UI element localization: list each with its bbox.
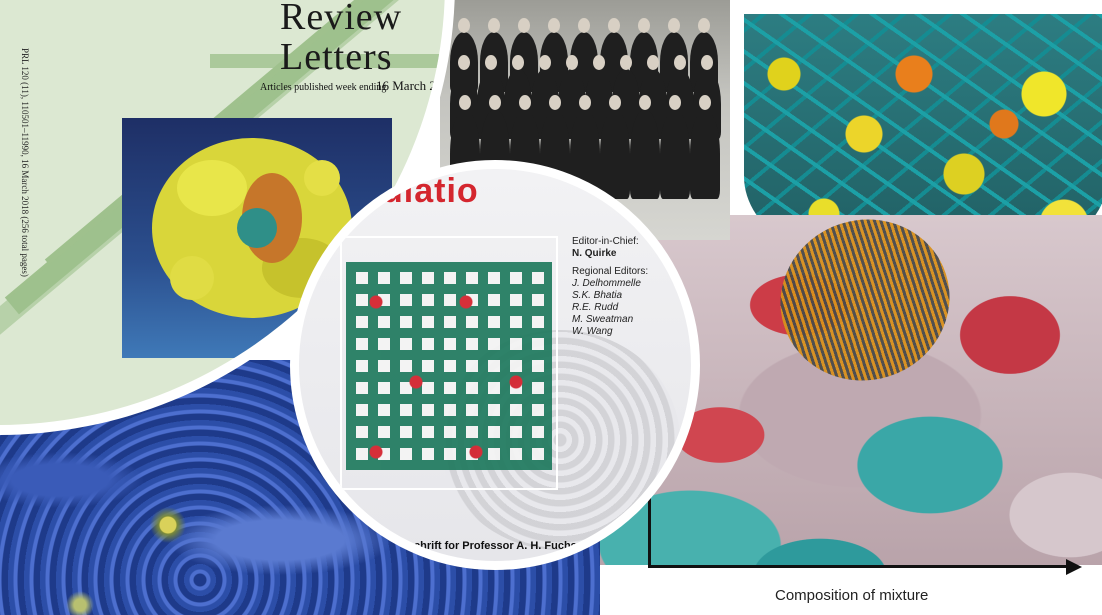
person-face — [620, 55, 632, 70]
person-silhouette — [600, 109, 630, 199]
aps-logo: APS — [248, 410, 278, 427]
person-face — [548, 18, 560, 33]
person-face — [549, 95, 561, 110]
person-face — [458, 18, 470, 33]
person-face — [519, 95, 531, 110]
person-face — [518, 18, 530, 33]
person-face — [638, 18, 650, 33]
issue-subtitle: Articles published week ending — [260, 82, 387, 93]
framework-structure-render — [346, 262, 552, 470]
person-face — [485, 55, 497, 70]
regional-editor: M. Sweatman — [572, 314, 634, 325]
person-face — [593, 55, 605, 70]
published-by-label: Published by — [160, 412, 202, 421]
journal-title-line2: Letters — [280, 36, 393, 78]
person-silhouette — [660, 109, 690, 199]
regional-editor: R.E. Rudd — [572, 302, 619, 313]
person-face — [674, 55, 686, 70]
x-axis-label: Composition of mixture — [775, 587, 929, 604]
figure-frame — [340, 236, 558, 490]
person-face — [458, 55, 470, 70]
editor-in-chief-label: Editor-in-Chief: — [572, 236, 639, 247]
cover-title-fragment: ulatio — [382, 172, 479, 210]
person-face — [488, 18, 500, 33]
person-face — [698, 18, 710, 33]
person-face — [701, 55, 713, 70]
person-face — [608, 18, 620, 33]
issue-side-text: PRL 120 (11), 110501–11990, 16 March 201… — [20, 48, 30, 277]
regional-editor: W. Wang — [572, 326, 613, 337]
person-silhouette — [630, 109, 660, 199]
regional-editor: J. Delhommelle — [572, 278, 641, 289]
cover-stripe — [210, 54, 445, 68]
person-face — [459, 95, 471, 110]
editor-in-chief-name: N. Quirke — [572, 248, 617, 259]
publisher-name: American Physical Society — [88, 422, 235, 425]
person-face — [668, 18, 680, 33]
x-axis-arrow — [1066, 559, 1082, 575]
person-face — [609, 95, 621, 110]
person-face — [639, 95, 651, 110]
person-face — [699, 95, 711, 110]
journal-title-line1: Review — [280, 0, 403, 38]
regional-editors-label: Regional Editors: — [572, 266, 649, 277]
editors-block: Editor-in-Chief: N. Quirke Regional Edit… — [572, 236, 648, 338]
person-face — [578, 18, 590, 33]
festschrift-caption: estschrift for Professor A. H. Fuchs — [392, 540, 577, 552]
person-face — [669, 95, 681, 110]
molecular-simulation-cover: ulatio Editor-in-Chief: N. Quirke Region… — [290, 160, 700, 570]
x-axis-line — [648, 565, 1068, 568]
person-face — [512, 55, 524, 70]
person-silhouette — [690, 109, 720, 199]
person-face — [566, 55, 578, 70]
person-face — [489, 95, 501, 110]
person-face — [539, 55, 551, 70]
person-face — [647, 55, 659, 70]
issue-date: 16 March 2018 — [376, 78, 455, 93]
regional-editor: S.K. Bhatia — [572, 290, 623, 301]
person-face — [579, 95, 591, 110]
